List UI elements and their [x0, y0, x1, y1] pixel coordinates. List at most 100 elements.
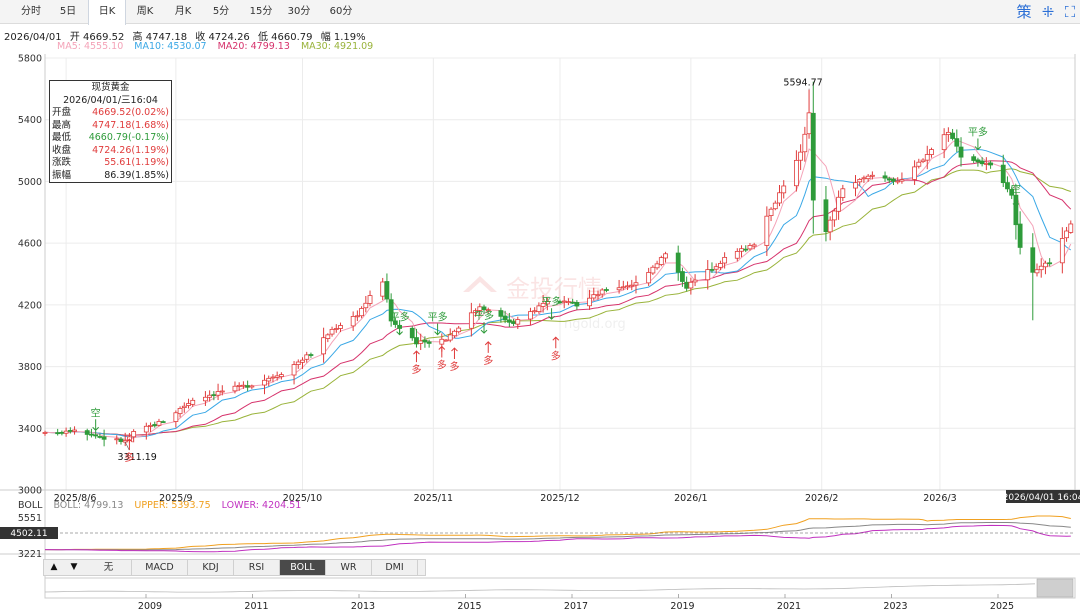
candle-body — [591, 294, 597, 299]
expand-icon[interactable]: ⛶ — [1064, 3, 1076, 21]
candle-body — [177, 408, 183, 415]
indicator-tab-macd[interactable]: MACD — [132, 560, 188, 575]
candle — [325, 333, 331, 343]
indicator-tab-kdj[interactable]: KDJ — [188, 560, 234, 575]
y-tick-label: 5000 — [18, 177, 42, 188]
indicator-tab-wr[interactable]: WR — [326, 560, 372, 575]
candle — [840, 184, 846, 202]
price-annotation: 5594.77 — [783, 78, 822, 89]
candle-body — [468, 312, 474, 329]
candle-body — [203, 396, 208, 402]
annotation-leader — [124, 441, 130, 451]
candle — [152, 421, 158, 428]
tab-6[interactable]: 5分 — [212, 6, 230, 17]
tab-9[interactable]: 60分 — [329, 6, 353, 17]
candle-body — [1013, 194, 1019, 226]
candle — [262, 374, 267, 395]
candle-body — [718, 263, 723, 268]
candle — [333, 324, 339, 333]
tab-5[interactable]: 月K — [174, 6, 192, 17]
candle-body — [604, 289, 609, 291]
ma10-legend: MA10: 4530.07 — [134, 41, 207, 52]
candle — [1043, 260, 1048, 275]
sell-signal: 平多 — [390, 311, 410, 336]
candle-body — [895, 180, 901, 183]
arrow-down-icon — [92, 419, 100, 431]
candle-body — [781, 185, 787, 194]
candle-body — [156, 421, 162, 426]
tab-8[interactable]: 30分 — [287, 6, 311, 17]
boll-value-box — [0, 527, 58, 539]
candle — [599, 288, 605, 298]
signal-text: 平多 — [968, 125, 988, 138]
candle — [764, 206, 770, 256]
candle — [806, 89, 812, 139]
candle — [574, 300, 580, 310]
candle — [587, 289, 592, 310]
candle — [177, 406, 183, 418]
boll-mid-line — [44, 522, 1071, 551]
candle-body — [777, 192, 782, 204]
candle — [591, 287, 597, 301]
candle — [536, 302, 542, 314]
candle-body — [806, 112, 812, 135]
sell-signal: 空 — [1011, 183, 1021, 208]
candle-body — [93, 434, 99, 437]
tab-2[interactable]: 5日 — [59, 6, 77, 17]
indicator-tab-boll[interactable]: BOLL — [280, 560, 326, 575]
navigator-year-label: 2017 — [564, 601, 588, 612]
arrow-up-icon — [438, 345, 446, 358]
candle-body — [929, 149, 934, 155]
grid-icon[interactable]: ⁜ — [1041, 3, 1055, 21]
candle-body — [511, 321, 516, 324]
candle-body — [625, 285, 630, 288]
candle-body — [722, 256, 728, 264]
candle — [810, 81, 816, 234]
candle — [743, 245, 749, 253]
signal-text: 平多 — [474, 309, 494, 322]
tooltip-row: 收盘 4724.26(1.19%) — [50, 145, 171, 158]
candle — [186, 398, 191, 409]
signal-text: 多 — [437, 359, 447, 372]
candle-body — [388, 299, 394, 322]
tooltip-title: 现货黄金 — [91, 82, 130, 93]
candle — [321, 327, 327, 363]
y-tick-label: 3000 — [18, 486, 42, 497]
candle-body — [1017, 223, 1023, 248]
scroll-up-icon[interactable]: ▲ — [50, 562, 58, 572]
tab-3[interactable]: 日K — [88, 0, 126, 25]
candle-body — [882, 175, 888, 179]
candle-body — [173, 412, 179, 422]
candle — [245, 380, 251, 391]
indicator-tab-rsi[interactable]: RSI — [234, 560, 280, 575]
candle-body — [473, 310, 478, 313]
candle-body — [101, 436, 107, 440]
sell-signal: 平多 — [428, 311, 448, 336]
navigator-window-handle — [1036, 578, 1074, 598]
ma-legend: MA5: 4555.10 MA10: 4530.07 MA20: 4799.13… — [57, 41, 381, 52]
candle — [89, 428, 94, 438]
strategy-icon[interactable]: 策 — [1016, 3, 1032, 21]
indicator-tab-无[interactable]: 无 — [86, 560, 132, 575]
indicator-tab-dmi[interactable]: DMI — [372, 560, 418, 575]
candle-body — [675, 252, 681, 273]
signal-text: 多 — [449, 360, 459, 373]
tab-4[interactable]: 周K — [136, 6, 154, 17]
info-range: 幅 1.19% — [320, 32, 366, 43]
candle — [950, 128, 955, 141]
x-tick-label: 2026/1 — [674, 493, 707, 504]
tab-7[interactable]: 15分 — [249, 6, 273, 17]
sell-signal: 空 — [91, 406, 101, 431]
price-tooltip: 现货黄金 2026/04/01/三16:04 开盘 4669.52(0.02%) 最… — [49, 80, 172, 183]
tab-1[interactable]: 分时 — [21, 6, 41, 17]
candle — [650, 265, 656, 276]
candle-body — [236, 384, 242, 387]
scroll-down-icon[interactable]: ▼ — [70, 562, 78, 572]
candle-body — [810, 112, 816, 201]
candle-body — [836, 196, 842, 212]
candle — [857, 178, 863, 186]
arrow-down-icon — [974, 138, 982, 151]
candle — [304, 351, 310, 363]
